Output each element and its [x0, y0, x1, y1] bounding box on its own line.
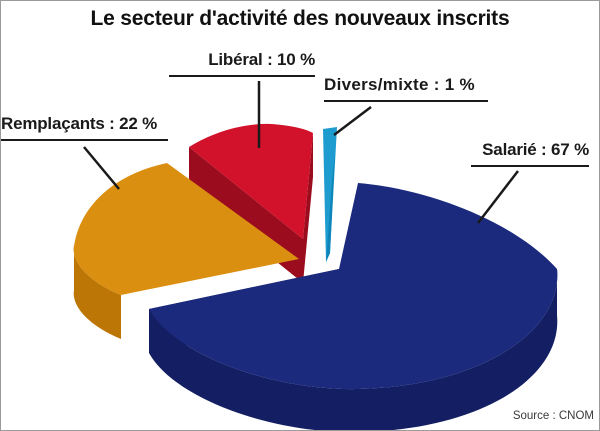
label-salarie: Salarié : 67 % [471, 140, 589, 167]
label-liberal: Libéral : 10 % [169, 50, 315, 77]
label-salarie-text: Salarié : 67 % [471, 140, 589, 167]
pie-slice-salarie-wall [149, 269, 558, 430]
pie-slice-divers-top [323, 127, 337, 262]
pie-slice-remplacants-top [73, 163, 299, 295]
pie-slice-liberal-side-right [303, 133, 313, 283]
pie-slice-divers [323, 127, 337, 262]
pie-slice-salarie-top [149, 183, 558, 390]
leader-line-divers [333, 106, 372, 136]
label-remplacants-text: Remplaçants : 22 % [1, 114, 168, 141]
label-divers: Divers/mixte : 1 % [324, 75, 488, 102]
pie-slice-divers-side [326, 153, 335, 262]
label-remplacants: Remplaçants : 22 % [1, 114, 168, 141]
label-divers-text: Divers/mixte : 1 % [324, 75, 488, 102]
label-liberal-text: Libéral : 10 % [169, 50, 315, 77]
callout-leader-lines [83, 81, 519, 224]
pie-slice-salarie [149, 183, 558, 430]
leader-line-remplacants [83, 146, 120, 190]
pie-slice-remplacants-wall [73, 246, 121, 339]
chart-title: Le secteur d'activité des nouveaux inscr… [90, 7, 510, 30]
pie-slice-remplacants [73, 163, 299, 339]
pie-slice-liberal-top [189, 123, 313, 239]
leader-line-salarie [477, 170, 519, 224]
source-note: Source : CNOM [512, 410, 594, 422]
